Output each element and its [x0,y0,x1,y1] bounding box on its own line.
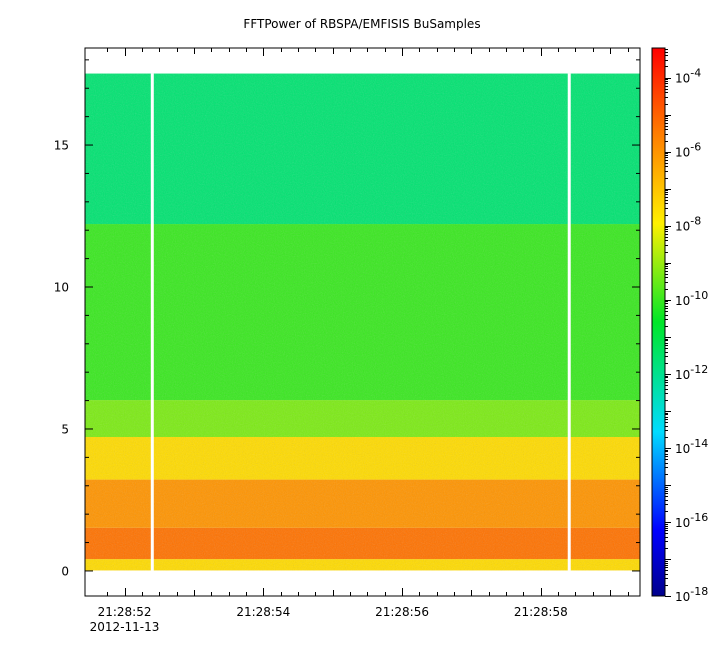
colorbar-tick-exponent: -14 [690,437,708,450]
colorbar-tick-label: 10-12 [675,363,708,382]
x-tick-label: 21:28:52 [98,605,152,619]
data-gap-line [150,73,154,571]
colorbar-tick-label: 10-18 [675,585,708,604]
colorbar-tick-exponent: -10 [690,289,708,302]
chart-title: FFTPower of RBSPA/EMFISIS BuSamples [243,17,481,31]
colorbar-tick-base: 10 [675,146,690,160]
y-tick-label: 0 [61,564,69,578]
colorbar-gradient [651,47,666,597]
colorbar-tick-base: 10 [675,294,690,308]
x-tick-label: 21:28:56 [375,605,429,619]
colorbar-tick-label: 10-8 [675,215,701,234]
colorbar-tick-label: 10-16 [675,511,708,530]
plot-frame [84,47,641,597]
y-tick-label: 15 [54,139,69,153]
x-tick-label: 21:28:54 [236,605,290,619]
colorbar-tick-label: 10-6 [675,141,701,160]
colorbar-tick-exponent: -18 [690,585,708,598]
data-gap-line [567,73,571,571]
x-tick-label: 21:28:58 [514,605,568,619]
colorbar-tick-exponent: -6 [690,141,701,154]
y-tick-label: 5 [61,422,69,436]
colorbar-tick-base: 10 [675,442,690,456]
spectrogram-texture [85,73,640,571]
colorbar-tick-base: 10 [675,590,690,604]
colorbar-tick-exponent: -12 [690,363,708,376]
colorbar-tick-label: 10-4 [675,67,701,86]
y-tick-label: 10 [54,281,69,295]
colorbar-tick-label: 10-10 [675,289,708,308]
x-tick-date-label: 2012-11-13 [90,620,160,634]
colorbar-tick-base: 10 [675,516,690,530]
colorbar-tick-exponent: -4 [690,67,701,80]
colorbar-tick-base: 10 [675,72,690,86]
colorbar-tick-exponent: -8 [690,215,701,228]
plot-area [85,48,640,596]
colorbar-tick-base: 10 [675,368,690,382]
colorbar-tick-exponent: -16 [690,511,708,524]
colorbar-tick-label: 10-14 [675,437,708,456]
colorbar-tick-base: 10 [675,220,690,234]
